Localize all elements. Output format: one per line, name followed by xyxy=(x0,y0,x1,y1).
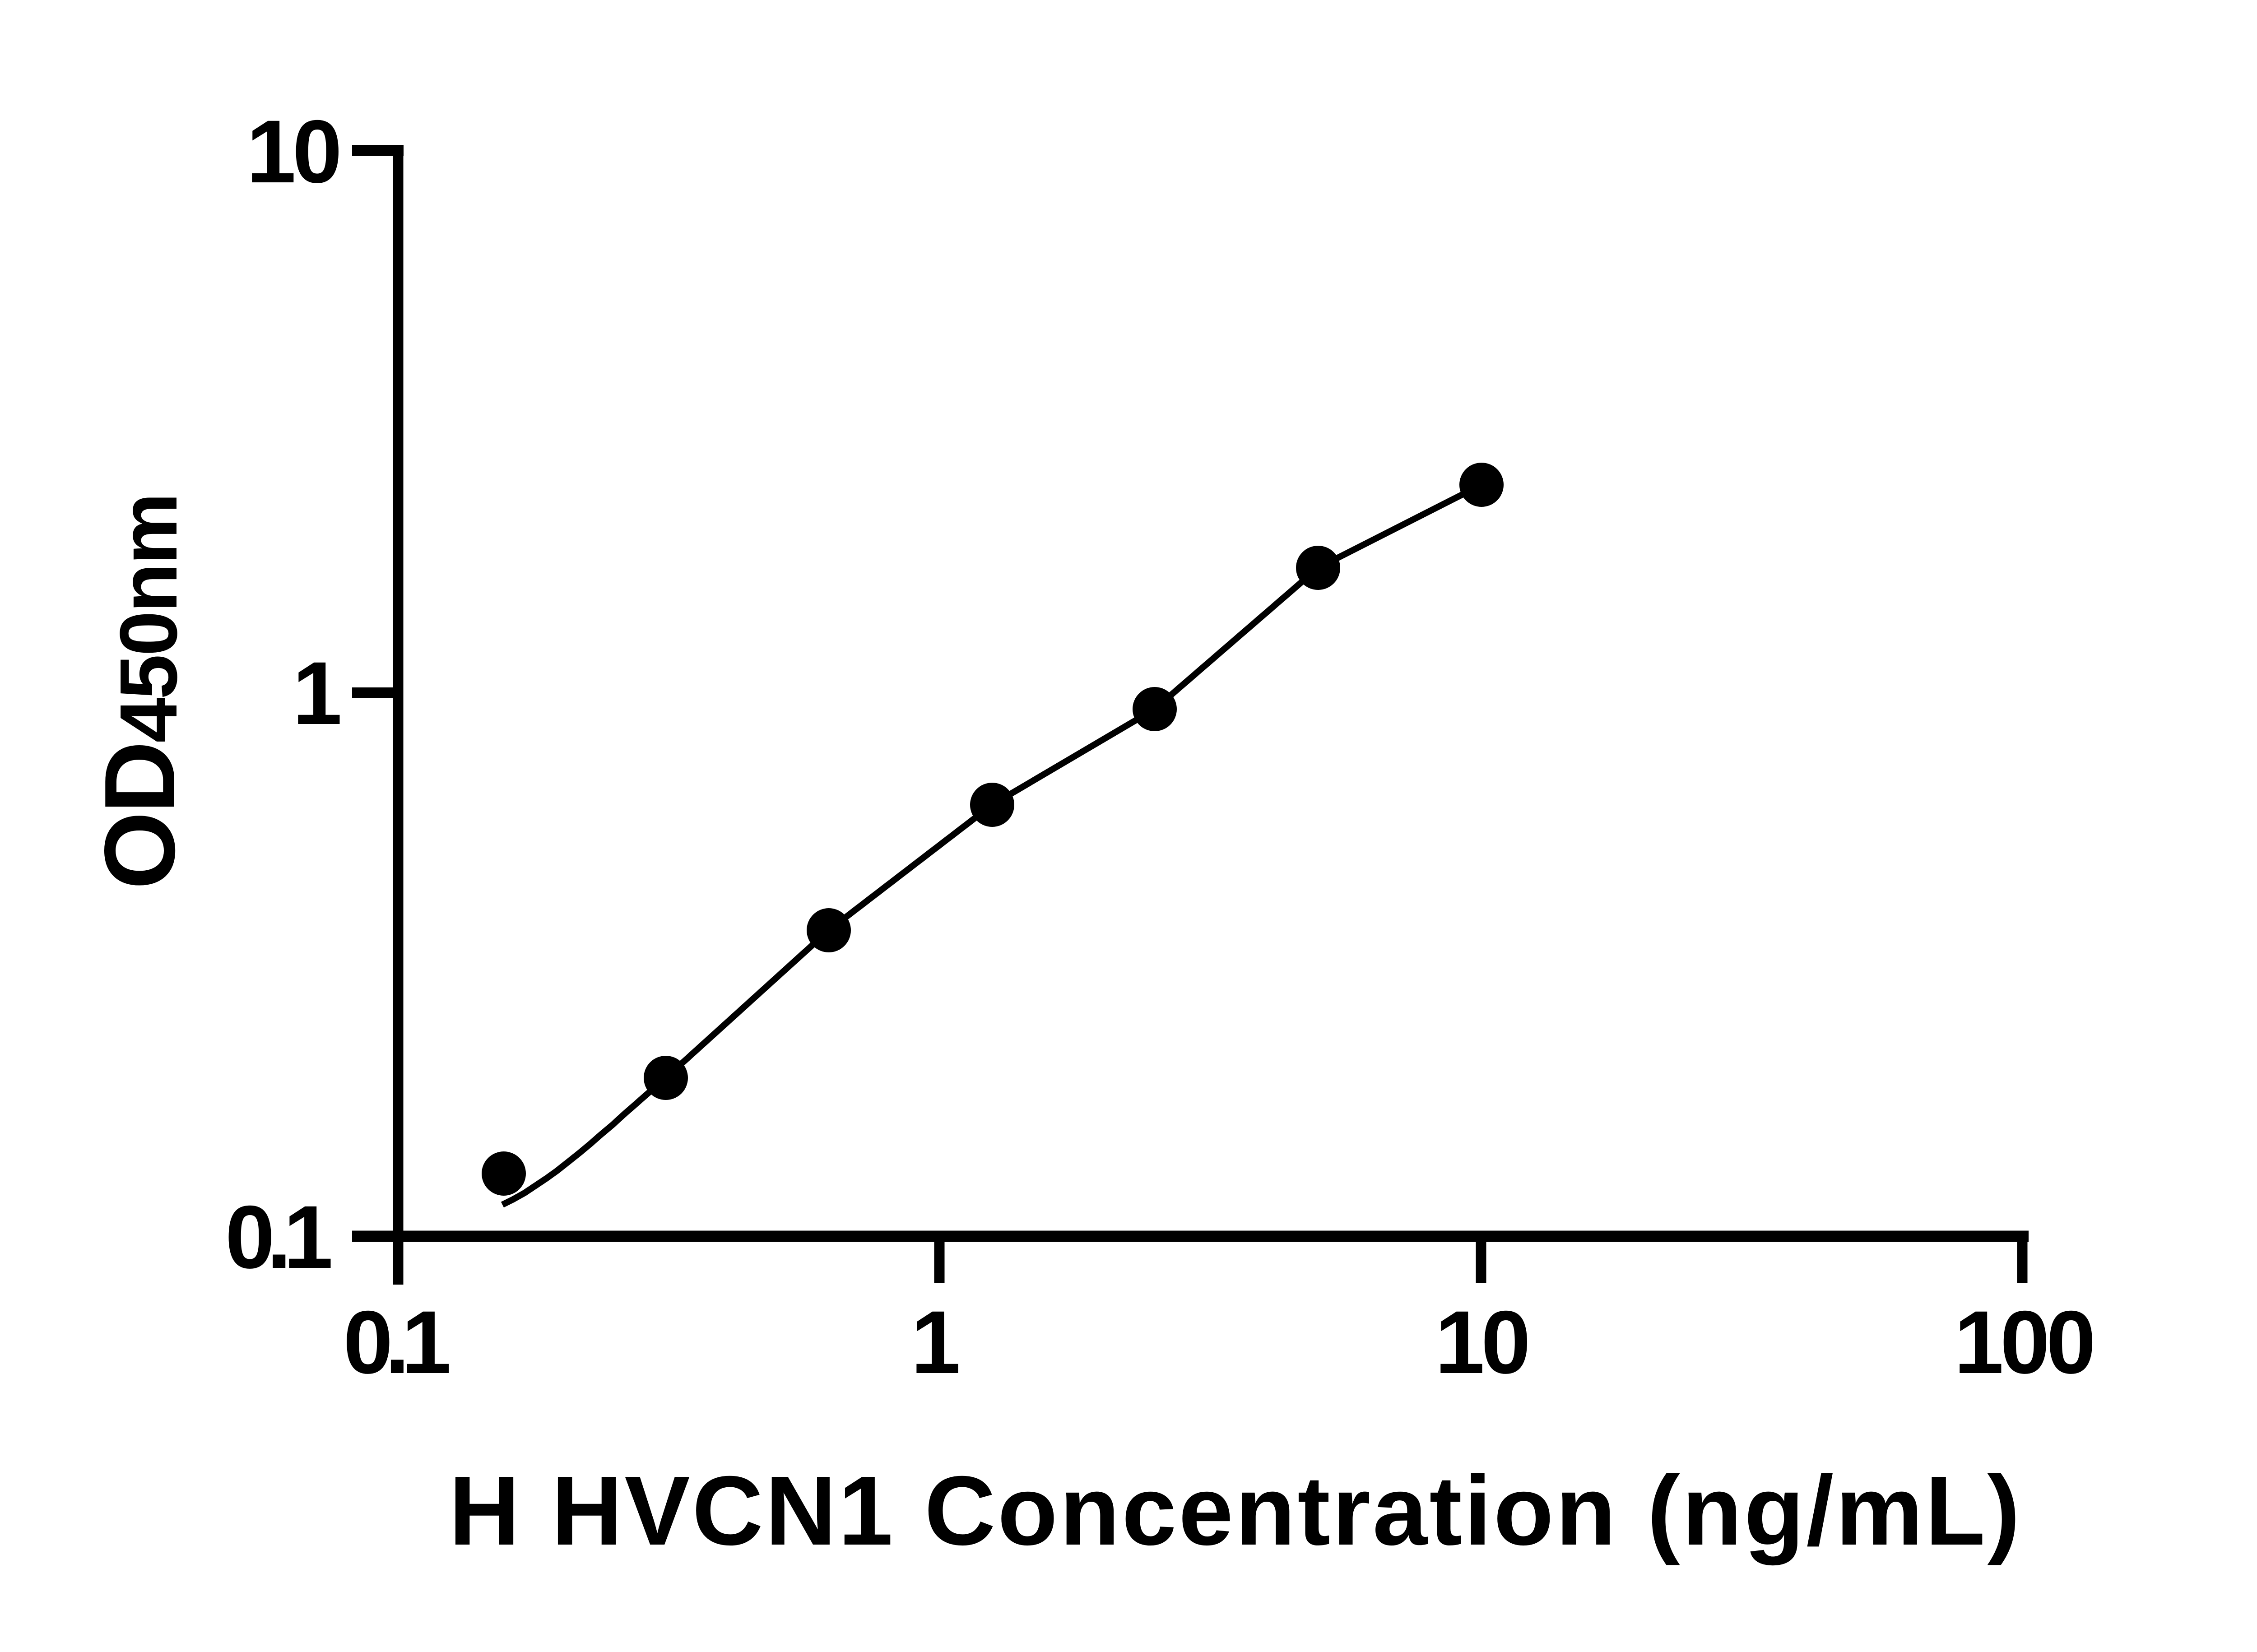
svg-text:H HVCN1 Concentration (ng/mL): H HVCN1 Concentration (ng/mL) xyxy=(449,1456,2022,1566)
svg-text:0.1: 0.1 xyxy=(225,1187,331,1287)
svg-text:10: 10 xyxy=(1435,1292,1527,1392)
svg-text:1: 1 xyxy=(911,1292,958,1392)
svg-text:1: 1 xyxy=(293,643,340,743)
svg-text:100: 100 xyxy=(1954,1292,2092,1392)
svg-text:OD450nm: OD450nm xyxy=(84,494,196,889)
svg-text:10: 10 xyxy=(246,102,339,201)
svg-text:0.1: 0.1 xyxy=(343,1292,449,1392)
